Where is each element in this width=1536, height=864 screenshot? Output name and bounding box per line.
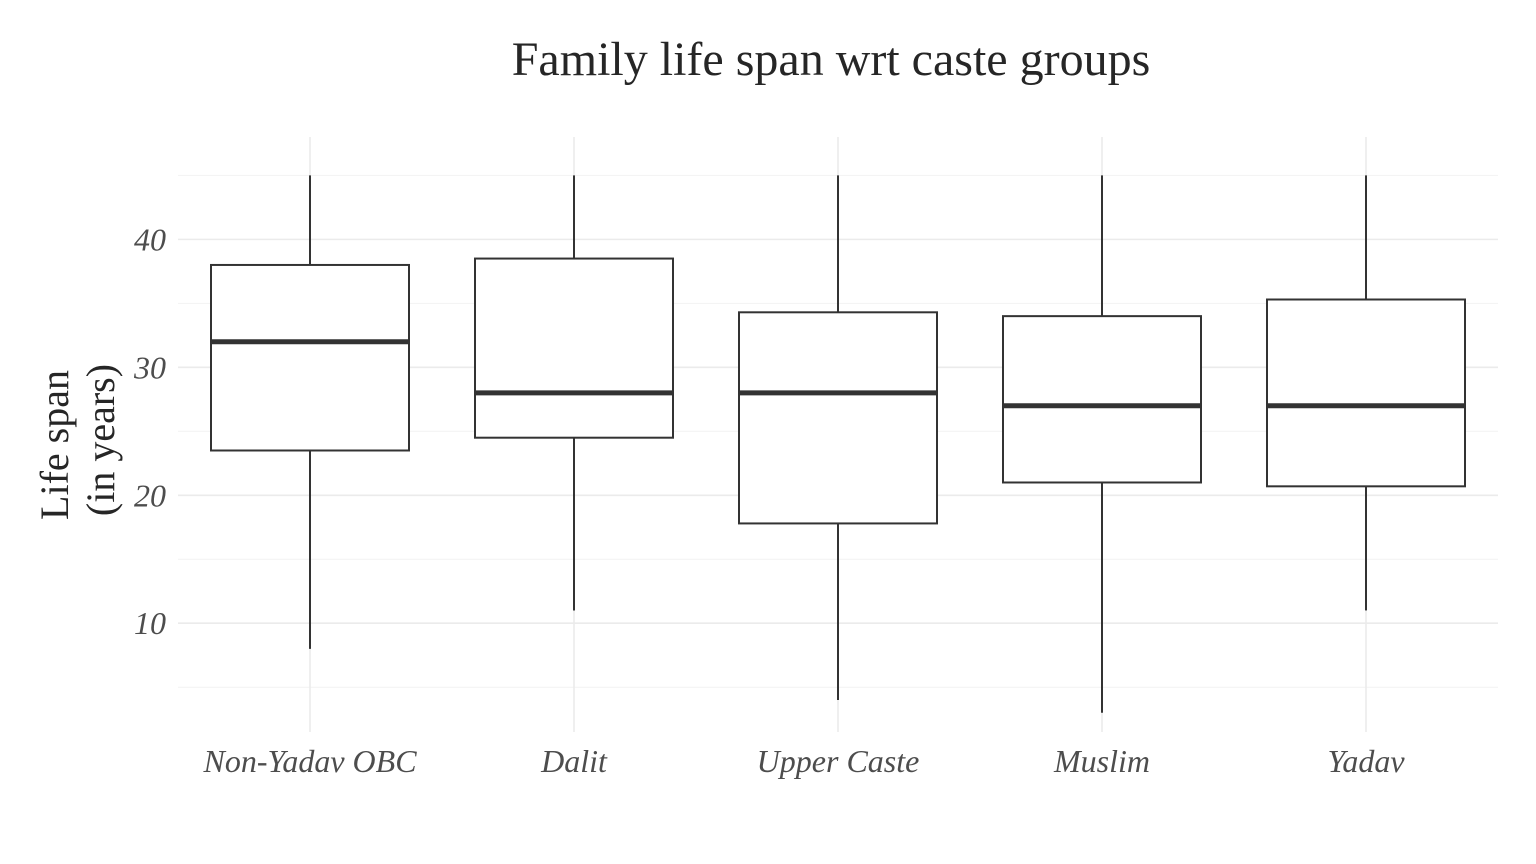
y-axis-label-line2: (in years) (78, 364, 123, 516)
y-tick-label: 10 (134, 605, 166, 641)
y-tick-labels: 10 20 30 40 (133, 221, 166, 641)
iqr-box (1002, 315, 1202, 484)
box-dalit (474, 175, 674, 611)
x-tick-label: Dalit (540, 743, 608, 779)
box-non-yadav-obc (210, 175, 410, 649)
y-tick-label: 20 (134, 477, 166, 513)
x-tick-label: Non-Yadav OBC (202, 743, 417, 779)
box-muslim (1002, 175, 1202, 713)
x-tick-label: Muslim (1053, 743, 1150, 779)
y-axis-label-line1: Life span (32, 370, 77, 520)
x-tick-label: Upper Caste (757, 743, 920, 779)
x-tick-labels: Non-Yadav OBC Dalit Upper Caste Muslim Yadav (202, 743, 1405, 779)
iqr-box (738, 311, 938, 525)
y-axis-label: Life span (in years) (32, 360, 123, 520)
iqr-box (210, 263, 410, 452)
box-upper-caste (738, 175, 938, 701)
y-tick-label: 30 (133, 349, 166, 385)
x-tick-label: Yadav (1327, 743, 1405, 779)
iqr-box (1266, 298, 1466, 488)
box-yadav (1266, 175, 1466, 611)
iqr-box (474, 257, 674, 439)
chart-title: Family life span wrt caste groups (512, 33, 1151, 86)
boxes-layer (210, 175, 1466, 713)
y-tick-label: 40 (134, 221, 166, 257)
